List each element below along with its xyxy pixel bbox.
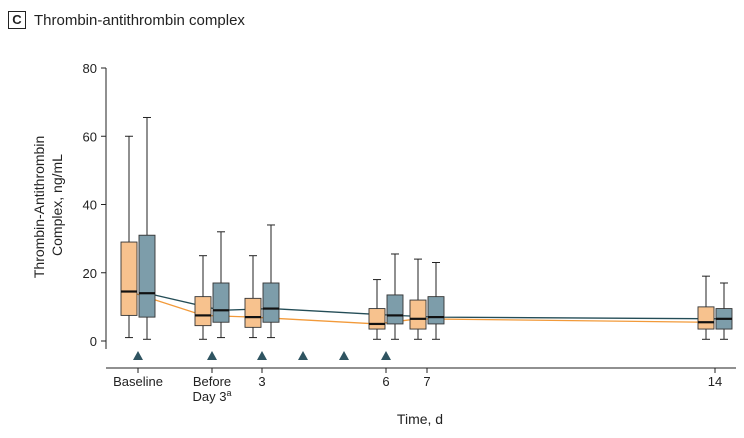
box-plot: [715, 282, 733, 340]
x-tick-label: 14: [708, 374, 722, 389]
panel-title: Thrombin-antithrombin complex: [34, 11, 245, 29]
x-tick-label: 7: [423, 374, 430, 389]
box-plot: [427, 262, 445, 340]
y-axis-label-line1: Thrombin-Antithrombin: [31, 136, 47, 278]
box-plot: [697, 275, 715, 340]
triangle-marker: [339, 351, 349, 360]
x-tick-label: 3: [258, 374, 265, 389]
x-tick-label: Baseline: [113, 374, 163, 389]
box-body: [386, 294, 404, 325]
y-axis-label: Thrombin-Antithrombin Complex, ng/mL: [31, 132, 65, 278]
box-plot: [138, 116, 156, 340]
y-tick-label: 80: [83, 61, 97, 76]
box-plot: [244, 255, 262, 339]
box-plot: [194, 255, 212, 340]
box-body: [244, 297, 262, 328]
y-tick-label: 0: [90, 334, 97, 349]
box-plot: [212, 231, 230, 339]
box-body: [120, 241, 138, 316]
panel-header: C Thrombin-antithrombin complex: [8, 10, 245, 30]
box-body: [697, 306, 715, 330]
triangle-marker: [133, 351, 143, 360]
box-plot: [262, 224, 280, 339]
box-body: [262, 282, 280, 323]
box-body: [138, 234, 156, 318]
box-plot: [386, 253, 404, 340]
box-body: [409, 299, 427, 330]
box-plot: [409, 258, 427, 340]
median-trend-line: [128, 290, 707, 325]
triangle-marker: [207, 351, 217, 360]
y-tick-label: 60: [83, 129, 97, 144]
x-tick-label: Before: [193, 374, 231, 389]
x-axis-label: Time, d: [397, 411, 443, 427]
x-tick-label-superscript: a: [226, 388, 231, 398]
box-body: [427, 296, 445, 325]
y-axis-label-line2: Complex, ng/mL: [49, 154, 65, 256]
y-tick-label: 20: [83, 266, 97, 281]
triangle-marker: [257, 351, 267, 360]
y-tick-label: 40: [83, 198, 97, 213]
box-body: [194, 296, 212, 327]
box-plot: [368, 279, 386, 340]
triangle-marker: [381, 351, 391, 360]
x-tick-label-line2: Day 3a: [193, 388, 232, 404]
box-body: [368, 308, 386, 330]
triangle-marker: [298, 351, 308, 360]
box-plot: [120, 135, 138, 339]
x-tick-label: 6: [382, 374, 389, 389]
panel-letter: C: [8, 11, 26, 29]
box-body: [212, 282, 230, 323]
